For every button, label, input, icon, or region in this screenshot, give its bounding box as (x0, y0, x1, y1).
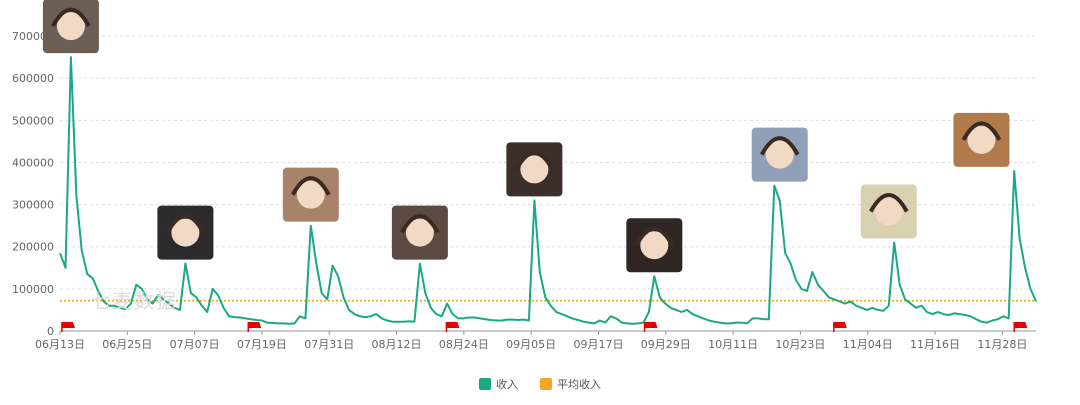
character-portrait-3-icon (282, 167, 339, 222)
portrait-face (640, 231, 669, 260)
x-tick-label: 11月28日 (977, 338, 1027, 351)
x-tick-label: 09月17日 (573, 338, 623, 351)
portrait-face (765, 140, 794, 169)
character-portraits (42, 0, 1010, 273)
y-tick-label: 400000 (12, 156, 54, 169)
x-tick-label: 06月25日 (102, 338, 152, 351)
legend-item-average[interactable]: 平均收入 (540, 376, 601, 392)
portrait-face (171, 218, 200, 247)
flag-icon (644, 322, 658, 328)
y-tick-label: 0 (47, 325, 54, 338)
x-tick-label: 06月13日 (35, 338, 85, 351)
x-tick-label: 07月31日 (304, 338, 354, 351)
portrait-face (967, 125, 996, 154)
flag-icon (61, 322, 75, 328)
portrait-face (520, 155, 549, 184)
character-portrait-8-icon (860, 184, 917, 239)
x-tick-label: 11月04日 (843, 338, 893, 351)
y-axis: 0100000200000300000400000500000600000700… (12, 30, 54, 338)
portrait-hair (514, 150, 555, 171)
character-portrait-6-icon (626, 218, 683, 273)
x-axis: 06月13日 06月25日 07月07日 07月19日 07月31日 08月12日 08月2… (35, 330, 1036, 351)
character-portrait-7-icon (751, 127, 808, 182)
character-portrait-2-icon (157, 205, 214, 260)
x-tick-label: 07月07日 (170, 338, 220, 351)
portrait-face (874, 197, 903, 226)
portrait-hair (291, 176, 331, 196)
flag-icon (446, 322, 460, 328)
portrait-face (56, 12, 85, 41)
character-portrait-5-icon (506, 142, 563, 197)
portrait-hair (51, 7, 91, 28)
portrait-hair (634, 226, 675, 247)
x-tick-label: 08月24日 (439, 338, 489, 351)
legend-label-average: 平均收入 (557, 378, 601, 391)
x-tick-label: 09月29日 (641, 338, 691, 351)
x-tick-label: 10月11日 (708, 338, 758, 351)
x-tick-label: 07月19日 (237, 338, 287, 351)
flag-icon (248, 322, 262, 328)
character-portrait-4-icon (391, 205, 448, 260)
portrait-hair (759, 136, 800, 156)
x-tick-label: 09月05日 (506, 338, 556, 351)
watermark: 七麦数据 (90, 289, 178, 313)
flag-icon (833, 322, 847, 328)
portrait-hair (400, 214, 440, 234)
legend-swatch-income (479, 378, 491, 390)
income-line (59, 56, 1037, 325)
x-tick-label: 10月23日 (775, 338, 825, 351)
character-portrait-9-icon (953, 112, 1010, 167)
y-tick-label: 300000 (12, 199, 54, 212)
x-tick-label: 08月12日 (372, 338, 422, 351)
legend-swatch-average (540, 378, 552, 390)
y-tick-label: 100000 (12, 283, 54, 296)
flag-icon (1014, 322, 1028, 328)
portrait-hair (961, 121, 1002, 141)
series-layer (59, 56, 1037, 325)
legend: 收入 平均收入 (0, 376, 1080, 392)
portrait-hair (869, 193, 909, 213)
y-tick-label: 500000 (12, 114, 54, 127)
x-tick-label: 11月16日 (910, 338, 960, 351)
legend-label-income: 收入 (496, 378, 518, 391)
portrait-face (296, 180, 325, 209)
event-flags (61, 322, 1028, 332)
portrait-face (405, 218, 434, 247)
legend-item-income[interactable]: 收入 (479, 376, 518, 392)
y-tick-label: 200000 (12, 241, 54, 254)
portrait-hair (165, 214, 206, 234)
character-portrait-1-icon (42, 0, 99, 54)
y-tick-label: 600000 (12, 72, 54, 85)
